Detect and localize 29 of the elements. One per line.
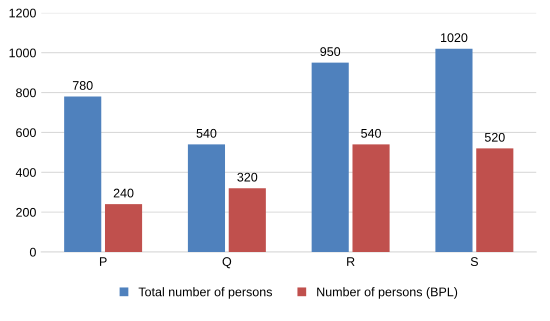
data-label: 520 bbox=[484, 132, 505, 142]
y-tick-label: 800 bbox=[16, 88, 36, 98]
bar bbox=[228, 188, 266, 252]
bar bbox=[64, 96, 102, 252]
x-tick-label: R bbox=[347, 257, 355, 266]
data-label: 950 bbox=[320, 47, 340, 56]
legend-label: Number of persons (BPL) bbox=[317, 287, 458, 299]
bar bbox=[435, 48, 473, 252]
bar bbox=[476, 148, 514, 252]
data-label: 540 bbox=[361, 128, 381, 138]
data-label: 240 bbox=[114, 188, 134, 198]
data-label: 1020 bbox=[441, 33, 468, 42]
data-label: 320 bbox=[237, 172, 258, 182]
data-label: 540 bbox=[196, 128, 216, 138]
y-tick-label: 1000 bbox=[10, 48, 36, 58]
bar bbox=[188, 144, 226, 252]
x-tick-label: P bbox=[100, 257, 107, 266]
x-tick-label: Q bbox=[222, 257, 232, 268]
y-tick-label: 1200 bbox=[10, 8, 36, 18]
y-tick-label: 0 bbox=[30, 248, 36, 257]
bar bbox=[352, 144, 390, 252]
y-tick-label: 400 bbox=[16, 168, 36, 177]
y-tick-label: 200 bbox=[16, 208, 36, 217]
legend-label: Total number of persons bbox=[138, 287, 272, 299]
data-label: 780 bbox=[72, 81, 93, 90]
bar bbox=[104, 204, 142, 252]
bar bbox=[312, 62, 349, 252]
x-tick-label: S bbox=[470, 257, 478, 266]
y-tick-label: 600 bbox=[16, 128, 36, 138]
